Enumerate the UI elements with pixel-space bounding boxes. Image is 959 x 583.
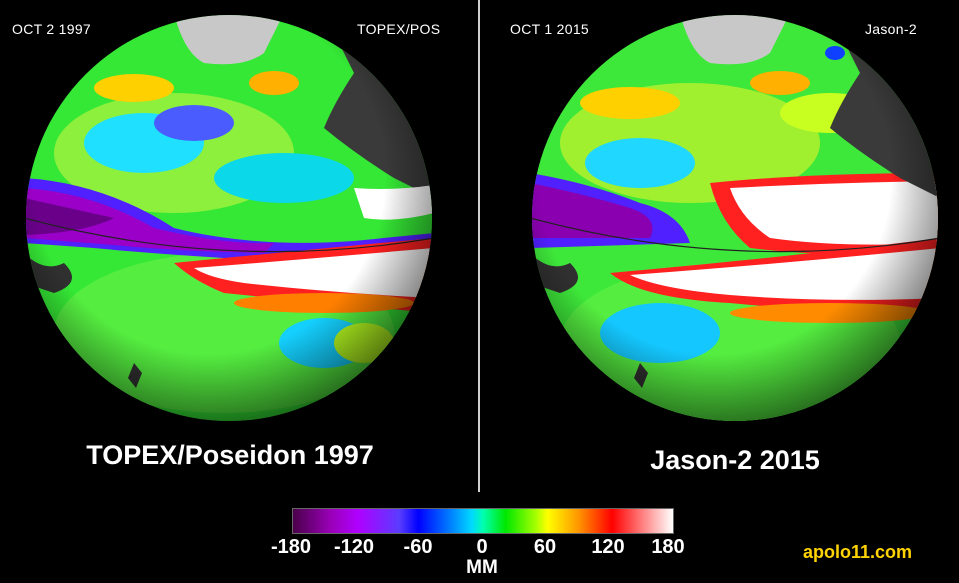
right-globe-image	[532, 15, 938, 421]
right-caption: Jason-2 2015	[650, 445, 820, 475]
colorbar-tick-label: -180	[270, 536, 312, 558]
colorbar-tick-label: 0	[476, 536, 488, 558]
left-globe-image	[26, 15, 432, 421]
credit-watermark: apolo11.com	[803, 542, 913, 562]
colorbar-unit-label: MM	[466, 557, 498, 578]
colorbar-tick-label: 180	[651, 536, 685, 558]
colorbar-tick-label: 60	[533, 536, 557, 558]
left-caption: TOPEX/Poseidon 1997	[86, 440, 374, 470]
colorbar-tick-label: -120	[333, 536, 375, 558]
right-satellite-label: Jason-2	[865, 21, 917, 37]
colorbar	[292, 508, 674, 534]
left-date-label: OCT 2 1997	[12, 21, 92, 37]
colorbar-tick-label: 120	[591, 536, 625, 558]
colorbar-tick-label: -60	[403, 536, 433, 558]
left-satellite-label: TOPEX/POS	[357, 21, 441, 37]
panel-divider	[478, 0, 480, 492]
right-date-label: OCT 1 2015	[510, 21, 590, 37]
